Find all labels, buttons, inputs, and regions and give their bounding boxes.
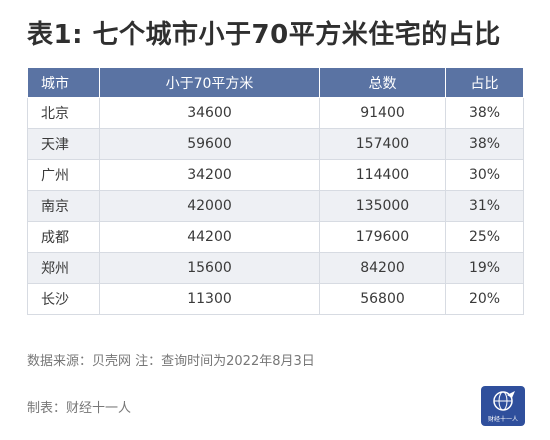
cell-ratio: 20% [445,283,524,315]
cell-ratio: 30% [445,159,524,191]
cell-ratio: 31% [445,190,524,222]
table-row: 南京 42000 135000 31% [27,190,524,222]
table-row: 天津 59600 157400 38% [27,128,524,160]
cell-city: 成都 [27,221,100,253]
cell-total: 114400 [319,159,446,191]
cell-city: 北京 [27,97,100,129]
column-header-small: 小于70平方米 [99,67,320,98]
cell-small: 34200 [99,159,320,191]
column-header-ratio: 占比 [445,67,524,98]
table-row: 长沙 11300 56800 20% [27,283,524,315]
table-row: 广州 34200 114400 30% [27,159,524,191]
cell-city: 长沙 [27,283,100,315]
logo-text: 财经十一人 [487,416,518,423]
cell-small: 34600 [99,97,320,129]
maker-credit: 制表：财经十一人 [27,401,132,416]
cell-small: 59600 [99,128,320,160]
cell-small: 15600 [99,252,320,284]
cell-city: 天津 [27,128,100,160]
table-row: 郑州 15600 84200 19% [27,252,524,284]
column-header-city: 城市 [27,67,100,98]
data-table: 城市 小于70平方米 总数 占比 北京 34600 91400 38% 天津 5… [27,67,524,315]
column-header-total: 总数 [319,67,446,98]
cell-ratio: 38% [445,97,524,129]
cell-ratio: 25% [445,221,524,253]
cell-ratio: 38% [445,128,524,160]
table-header-row: 城市 小于70平方米 总数 占比 [27,67,524,98]
source-note: 数据来源：贝壳网 注：查询时间为2022年8月3日 [27,354,315,369]
cell-total: 91400 [319,97,446,129]
brand-logo: 财经十一人 [481,386,525,426]
cell-city: 郑州 [27,252,100,284]
globe-logo-icon [493,391,515,411]
cell-total: 157400 [319,128,446,160]
cell-total: 135000 [319,190,446,222]
cell-total: 56800 [319,283,446,315]
table-row: 北京 34600 91400 38% [27,97,524,129]
cell-ratio: 19% [445,252,524,284]
table-row: 成都 44200 179600 25% [27,221,524,253]
cell-city: 广州 [27,159,100,191]
cell-city: 南京 [27,190,100,222]
cell-total: 84200 [319,252,446,284]
cell-small: 44200 [99,221,320,253]
cell-small: 42000 [99,190,320,222]
page-title: 表1: 七个城市小于70平方米住宅的占比 [27,20,501,50]
cell-total: 179600 [319,221,446,253]
cell-small: 11300 [99,283,320,315]
